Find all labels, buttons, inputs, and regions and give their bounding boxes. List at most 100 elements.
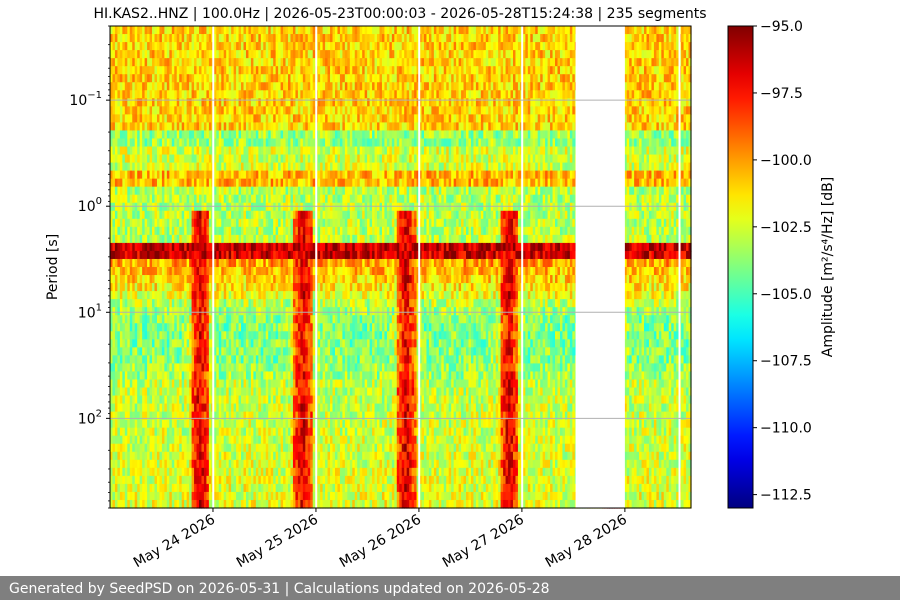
spectrogram-cell [270,387,274,397]
spectrogram-cell [280,371,284,381]
spectrogram-cell [258,427,262,437]
spectrogram-cell [216,323,220,332]
spectrogram-cell [196,106,200,115]
spectrogram-cell [297,275,301,284]
spectrogram-cell [213,250,217,260]
spectrogram-cell [191,250,195,260]
spectrogram-cell [270,98,274,107]
spectrogram-cell [253,234,257,244]
spectrogram-cell [226,226,230,236]
spectrogram-cell [181,451,185,461]
spectrogram-cell [152,291,156,300]
spectrogram-cell [144,411,148,421]
spectrogram-cell [203,459,208,469]
spectrogram-cell [280,411,284,421]
spectrogram-cell [248,146,252,156]
spectrogram-cell [253,299,257,308]
spectrogram-cell [213,226,217,236]
spectrogram-cell [152,299,156,308]
spectrogram-cell [228,331,232,340]
spectrogram-cell [203,315,208,324]
spectrogram-cell [305,371,309,381]
spectrogram-cell [263,283,267,292]
spectrogram-cell [176,202,180,212]
spectrogram-cell [122,451,126,461]
spectrogram-cell [171,178,175,188]
spectrogram-cell [164,315,168,324]
spectrogram-cell [273,242,277,252]
spectrogram-cell [199,323,203,332]
spectrogram-cell [203,210,208,220]
spectrogram-cell [132,427,136,437]
spectrogram-cell [248,435,252,445]
spectrogram-cell [216,387,220,397]
spectrogram-cell [218,106,222,115]
spectrogram-cell [196,122,200,132]
spectrogram-cell [203,250,208,260]
spectrogram-cell [285,242,289,252]
spectrogram-cell [174,283,178,292]
spectrogram-cell [253,162,257,172]
spectrogram-cell [310,50,314,59]
spectrogram-cell [280,114,284,123]
spectrogram-cell [208,138,212,148]
spectrogram-cell [238,234,242,244]
spectrogram-cell [302,331,306,340]
spectrogram-cell [273,138,277,148]
spectrogram-cell [218,26,222,35]
spectrogram-cell [169,242,173,252]
spectrogram-cell [290,58,294,67]
spectrogram-cell [114,146,119,156]
spectrogram-cell [231,74,235,83]
spectrogram-cell [119,234,123,244]
spectrogram-cell [310,162,314,172]
spectrogram-cell [142,323,146,332]
spectrogram-cell [278,178,282,188]
spectrogram-cell [199,387,203,397]
spectrogram-cell [142,42,146,51]
spectrogram-cell [156,371,161,381]
spectrogram-cell [268,130,272,140]
spectrogram-cell [156,210,161,220]
spectrogram-cell [260,218,264,228]
spectrogram-cell [122,34,126,43]
spectrogram-cell [213,90,217,99]
spectrogram-cell [196,363,200,373]
spectrogram-cell [119,483,123,493]
spectrogram-cell [203,98,208,107]
spectrogram-cell [132,242,136,252]
spectrogram-cell [263,347,267,356]
spectrogram-cell [139,291,143,300]
spectrogram-cell [292,114,297,123]
spectrogram-cell [161,50,165,59]
spectrogram-cell [147,138,151,148]
spectrogram-cell [119,275,123,284]
spectrogram-cell [245,114,250,123]
spectrogram-cell [273,459,277,469]
spectrogram-cell [245,154,250,164]
spectrogram-cell [285,499,289,509]
spectrogram-cell [302,218,306,228]
spectrogram-cell [236,403,240,413]
spectrogram-cell [191,347,195,356]
spectrogram-cell [297,291,301,300]
spectrogram-cell [280,307,284,316]
spectrogram-cell [122,419,126,429]
spectrogram-cell [122,363,126,373]
spectrogram-cell [152,34,156,43]
spectrogram-cell [300,98,304,107]
spectrogram-cell [292,459,297,469]
spectrogram-cell [305,50,309,59]
spectrogram-cell [127,331,131,340]
spectrogram-cell [312,427,316,437]
spectrogram-cell [275,427,279,437]
spectrogram-cell [283,443,287,453]
spectrogram-cell [265,226,269,236]
spectrogram-cell [134,218,138,228]
spectrogram-cell [110,491,114,501]
spectrogram-cell [199,379,203,389]
spectrogram-cell [112,451,116,461]
spectrogram-cell [295,90,299,99]
spectrogram-cell [265,387,269,397]
spectrogram-cell [176,411,180,421]
